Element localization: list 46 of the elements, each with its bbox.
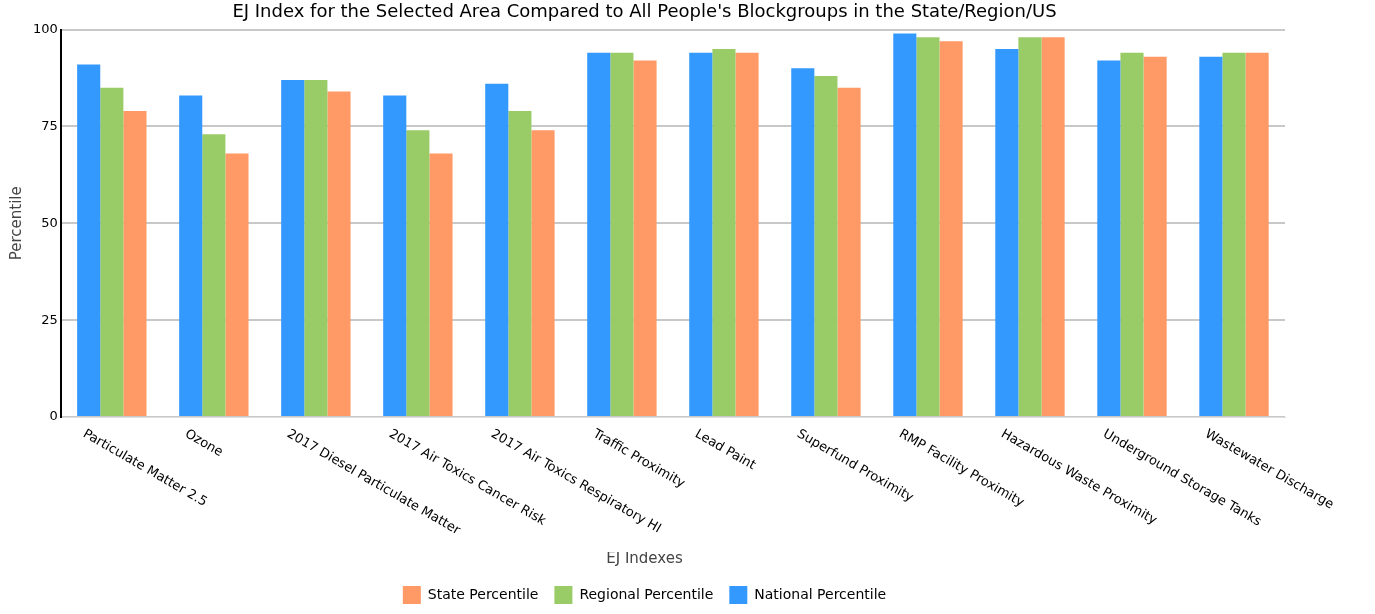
bar xyxy=(406,130,430,416)
bar xyxy=(610,52,634,416)
bar xyxy=(383,95,407,416)
bar xyxy=(893,33,917,416)
bar xyxy=(429,153,453,416)
legend-label: State Percentile xyxy=(427,585,539,602)
bar xyxy=(508,110,532,416)
y-tick-label: 50 xyxy=(41,214,58,230)
legend-label: Regional Percentile xyxy=(579,585,714,602)
bar xyxy=(1120,52,1144,416)
bar xyxy=(1097,60,1121,416)
bar xyxy=(123,110,147,416)
bar xyxy=(225,153,249,416)
bar xyxy=(327,91,351,416)
bar xyxy=(689,52,713,416)
bar xyxy=(281,79,305,416)
bar xyxy=(735,52,759,416)
bar xyxy=(1245,52,1269,416)
bar xyxy=(531,130,555,416)
y-tick-label: 25 xyxy=(41,311,58,327)
bar xyxy=(1041,37,1065,416)
bar xyxy=(1143,56,1167,416)
y-tick-label: 0 xyxy=(49,408,58,424)
y-tick-label: 100 xyxy=(32,20,58,36)
bar xyxy=(633,60,657,416)
bar xyxy=(916,37,940,416)
bar xyxy=(485,83,509,416)
bar xyxy=(712,48,736,416)
bar xyxy=(100,87,124,416)
bar xyxy=(587,52,611,416)
bar xyxy=(1199,56,1223,416)
bar xyxy=(77,64,101,416)
bar xyxy=(791,68,815,416)
bar xyxy=(1222,52,1246,416)
y-tick-label: 75 xyxy=(41,117,58,133)
y-axis-title: Percentile xyxy=(6,186,25,261)
bar xyxy=(995,48,1019,416)
chart-title: EJ Index for the Selected Area Compared to All People's Blockgroups in the State/Region/US xyxy=(232,0,1057,22)
bar xyxy=(837,87,861,416)
bar xyxy=(1018,37,1042,416)
bar xyxy=(202,134,226,416)
bar xyxy=(179,95,203,416)
bar xyxy=(304,79,328,416)
bar xyxy=(814,76,838,416)
legend-label: National Percentile xyxy=(754,585,887,602)
bar xyxy=(939,41,963,416)
